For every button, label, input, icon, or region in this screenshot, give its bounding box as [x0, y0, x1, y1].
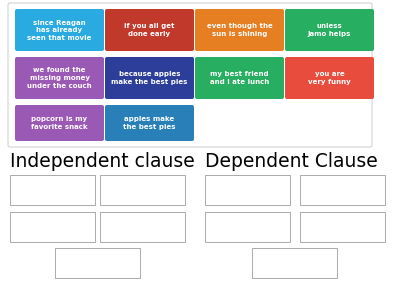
Text: because apples
make the best pies: because apples make the best pies	[111, 71, 188, 85]
FancyBboxPatch shape	[55, 248, 140, 278]
FancyBboxPatch shape	[285, 57, 374, 99]
Text: you are
very funny: you are very funny	[308, 71, 351, 85]
FancyBboxPatch shape	[252, 248, 337, 278]
FancyBboxPatch shape	[15, 105, 104, 141]
Text: Independent clause: Independent clause	[10, 152, 195, 171]
FancyBboxPatch shape	[105, 9, 194, 51]
Text: my best friend
and I ate lunch: my best friend and I ate lunch	[210, 71, 269, 85]
Text: if you all get
done early: if you all get done early	[124, 23, 175, 37]
FancyBboxPatch shape	[10, 175, 95, 205]
FancyBboxPatch shape	[300, 175, 385, 205]
Text: apples make
the best pies: apples make the best pies	[123, 116, 176, 130]
FancyBboxPatch shape	[205, 175, 290, 205]
FancyBboxPatch shape	[195, 9, 284, 51]
Text: Dependent Clause: Dependent Clause	[205, 152, 378, 171]
FancyBboxPatch shape	[10, 212, 95, 242]
Text: popcorn is my
favorite snack: popcorn is my favorite snack	[31, 116, 88, 130]
FancyBboxPatch shape	[8, 3, 372, 147]
FancyBboxPatch shape	[100, 212, 185, 242]
FancyBboxPatch shape	[195, 57, 284, 99]
FancyBboxPatch shape	[105, 57, 194, 99]
Text: we found the
missing money
under the couch: we found the missing money under the cou…	[27, 68, 92, 88]
FancyBboxPatch shape	[100, 175, 185, 205]
FancyBboxPatch shape	[300, 212, 385, 242]
FancyBboxPatch shape	[205, 212, 290, 242]
FancyBboxPatch shape	[105, 105, 194, 141]
FancyBboxPatch shape	[15, 57, 104, 99]
Text: unless
Jamo helps: unless Jamo helps	[308, 23, 351, 37]
Text: since Reagan
has already
seen that movie: since Reagan has already seen that movie	[27, 20, 92, 40]
FancyBboxPatch shape	[285, 9, 374, 51]
FancyBboxPatch shape	[15, 9, 104, 51]
Text: even though the
sun is shining: even though the sun is shining	[207, 23, 272, 37]
